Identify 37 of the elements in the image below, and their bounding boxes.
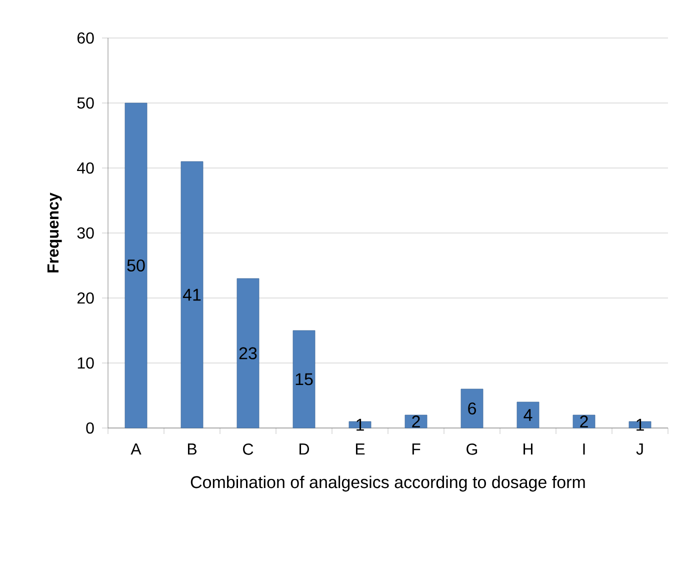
bar bbox=[180, 161, 204, 428]
bar bbox=[516, 402, 540, 428]
x-tick-label: I bbox=[583, 444, 585, 455]
data-label: 6 bbox=[468, 402, 476, 415]
y-tick-label: 50 bbox=[77, 97, 94, 109]
y-tick-label: 40 bbox=[77, 162, 94, 174]
data-label: 50 bbox=[127, 259, 145, 272]
x-tick-label: B bbox=[188, 444, 196, 455]
bar bbox=[572, 414, 596, 428]
data-label: 23 bbox=[239, 347, 257, 360]
y-tick-label: 10 bbox=[78, 357, 94, 369]
x-tick-label: F bbox=[412, 444, 420, 455]
data-label: 2 bbox=[580, 416, 588, 428]
bar bbox=[124, 102, 148, 428]
bar bbox=[292, 330, 316, 428]
bar bbox=[236, 278, 260, 428]
data-label: 4 bbox=[524, 409, 532, 421]
x-tick-label: A bbox=[130, 444, 142, 455]
x-tick-label: J bbox=[636, 444, 643, 455]
data-label: 15 bbox=[296, 373, 313, 386]
data-label: 1 bbox=[636, 418, 644, 431]
y-tick-label: 60 bbox=[77, 32, 94, 44]
x-tick-label: H bbox=[524, 444, 532, 455]
y-tick-label: 20 bbox=[77, 292, 94, 304]
bar bbox=[460, 388, 484, 428]
data-label: 1 bbox=[356, 418, 364, 431]
x-tick-label: G bbox=[466, 444, 478, 455]
y-tick-label: 0 bbox=[86, 422, 94, 434]
data-label: 2 bbox=[412, 416, 420, 428]
bar bbox=[404, 414, 428, 428]
y-axis-title: Frequency bbox=[47, 192, 62, 272]
x-axis-title: Combination of analgesics according to dosage form bbox=[190, 476, 585, 492]
data-label: 41 bbox=[182, 288, 201, 301]
x-tick-label: C bbox=[243, 444, 254, 455]
x-tick-label: E bbox=[356, 444, 365, 455]
x-tick-label: D bbox=[300, 444, 310, 455]
y-tick-label: 30 bbox=[77, 227, 94, 239]
